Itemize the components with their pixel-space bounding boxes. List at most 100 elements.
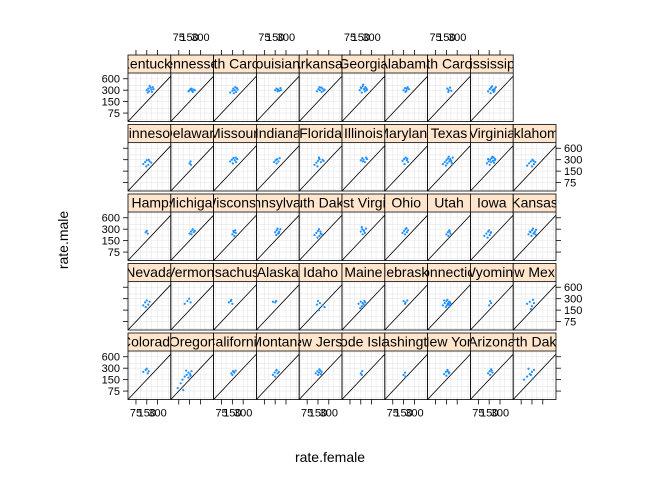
- data-point: [359, 306, 362, 310]
- panel-grid: [513, 351, 556, 400]
- tick-label: 600: [564, 282, 582, 294]
- data-point: [451, 162, 454, 166]
- data-point: [361, 85, 364, 88]
- reference-line: [384, 284, 428, 330]
- data-point: [491, 371, 494, 374]
- strip-background: [470, 55, 514, 73]
- panel: Michigan: [170, 193, 215, 261]
- data-point: [490, 369, 493, 372]
- data-point: [405, 227, 408, 230]
- tick-label: 600: [102, 352, 120, 364]
- data-point: [193, 89, 196, 92]
- strip-background: [213, 263, 257, 282]
- data-point: [490, 301, 493, 305]
- data-point: [487, 158, 490, 161]
- panel-grid: [213, 351, 257, 400]
- data-point: [185, 373, 188, 376]
- data-point: [444, 370, 447, 373]
- data-point: [448, 86, 452, 89]
- data-point: [405, 231, 408, 234]
- strip-label: Arizona: [468, 334, 516, 350]
- data-point: [313, 233, 316, 237]
- data-point: [483, 234, 486, 237]
- data-point: [188, 162, 191, 165]
- data-point: [402, 229, 406, 233]
- data-point: [273, 160, 276, 164]
- data-point: [274, 89, 277, 92]
- data-point: [488, 233, 491, 237]
- panel: New Jersey: [298, 332, 343, 400]
- strip-label: Minnesota: [117, 125, 182, 141]
- panel-grid: [256, 212, 300, 261]
- data-point: [232, 92, 235, 95]
- strip-background: [299, 263, 342, 282]
- data-point: [447, 155, 450, 158]
- panel: Utah: [427, 193, 471, 261]
- tick-label: 150: [309, 408, 327, 420]
- data-point: [316, 165, 319, 168]
- panel-grid: [128, 351, 171, 400]
- data-point: [446, 370, 449, 373]
- panel-grid: [470, 212, 514, 261]
- data-point: [232, 87, 235, 90]
- panel-grid: [427, 351, 471, 400]
- strip-label: South Dakota: [278, 195, 363, 211]
- panel-grid: [384, 142, 428, 191]
- strip-label: Iowa: [477, 195, 507, 211]
- data-point: [317, 309, 321, 312]
- data-point: [317, 228, 321, 231]
- strip-label: Missouri: [209, 125, 261, 141]
- data-point: [147, 163, 150, 166]
- data-point: [321, 87, 324, 90]
- strip-background: [256, 263, 300, 282]
- reference-line: [299, 75, 343, 122]
- strip-label: Maryland: [377, 125, 435, 141]
- strip-label: Virginia: [469, 125, 516, 141]
- reference-line: [213, 145, 257, 191]
- tick-label: 300: [234, 408, 252, 420]
- data-point: [316, 370, 319, 373]
- data-point: [530, 370, 534, 373]
- tick-label: 150: [223, 408, 241, 420]
- data-point: [360, 226, 363, 229]
- panel-grid: [299, 212, 342, 261]
- strip-background: [170, 263, 214, 282]
- reference-line: [256, 75, 300, 122]
- panel: Oregon: [170, 332, 215, 400]
- tick-label: 150: [437, 32, 455, 44]
- panel: North Carolina: [427, 54, 471, 122]
- data-point: [319, 372, 322, 376]
- tick-label: 300: [362, 32, 380, 44]
- data-point: [486, 236, 489, 239]
- reference-line: [470, 284, 514, 330]
- panel: California: [213, 332, 257, 400]
- tick-label: 150: [102, 236, 120, 248]
- reference-line: [128, 145, 171, 191]
- data-point: [145, 165, 148, 168]
- data-point: [493, 159, 496, 162]
- strip-background: [470, 263, 514, 282]
- data-point: [147, 158, 150, 161]
- data-point: [362, 83, 365, 86]
- data-point: [191, 90, 194, 94]
- data-point: [181, 378, 184, 381]
- strip-label: Nebraska: [376, 264, 436, 280]
- data-point: [148, 160, 151, 163]
- strip-label: Utah: [434, 195, 464, 211]
- panel-grid: [342, 142, 385, 191]
- data-point: [489, 158, 492, 161]
- data-point: [318, 86, 321, 89]
- panel-grid: [170, 142, 214, 191]
- data-point: [231, 373, 234, 376]
- strip-background: [427, 263, 471, 282]
- strip-background: [513, 333, 556, 351]
- reference-line: [299, 145, 343, 191]
- strip-label: Ohio: [391, 195, 421, 211]
- data-point: [187, 371, 190, 374]
- data-point: [407, 88, 410, 91]
- panel-grid: [256, 73, 300, 122]
- data-point: [529, 373, 533, 376]
- data-point: [145, 299, 148, 302]
- data-point: [320, 370, 323, 373]
